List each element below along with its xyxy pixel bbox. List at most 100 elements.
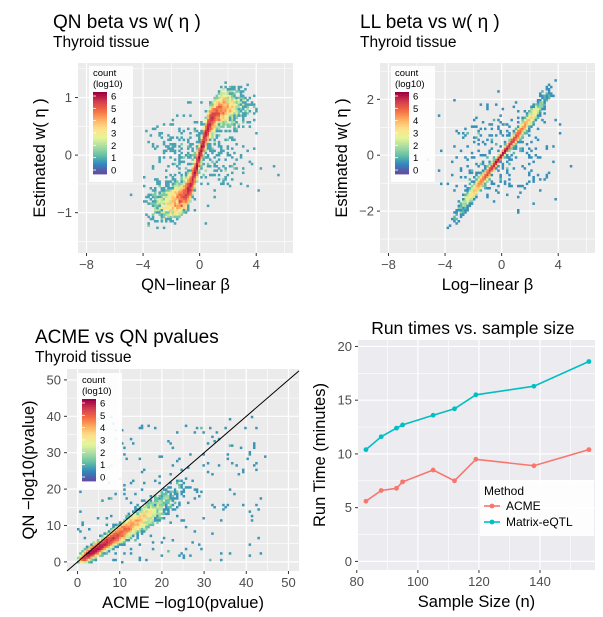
x-tick-label: 0 [196,257,203,272]
density-bin [169,490,172,494]
density-bin [118,536,122,540]
density-bin [492,158,496,161]
density-bin [136,532,139,535]
color-bar-step [395,135,409,138]
density-bin [213,110,216,113]
density-bin [237,88,241,91]
density-bin [484,184,487,188]
density-bin [543,112,546,115]
density-bin [488,173,491,177]
density-bin [178,127,181,131]
density-bin [217,112,221,115]
density-bin [127,514,131,518]
density-bin [154,204,157,208]
density-bin [200,490,203,494]
density-bin [200,165,203,168]
density-bin [138,525,142,529]
density-bin [162,503,166,507]
density-bin [464,211,467,214]
density-bin [151,217,155,221]
color-bar-step [93,147,107,150]
density-bin [182,114,186,117]
density-bin [99,545,102,549]
density-bin [512,105,516,109]
color-bar-step [82,472,96,476]
density-bin [129,523,133,527]
density-bin [497,184,500,188]
density-bin [132,514,135,518]
color-bar-step [82,413,96,416]
density-bin [193,162,197,166]
density-bin [532,121,535,124]
density-bin [534,154,538,157]
density-bin [534,107,538,111]
density-bin [143,525,146,529]
density-bin [202,464,205,467]
density-bin [536,173,540,177]
density-bin [169,220,172,223]
density-bin [209,173,212,177]
density-bin [151,547,155,551]
density-bin [224,169,227,172]
color-bar-step [93,169,107,173]
density-bin [224,116,227,120]
density-bin [508,132,511,135]
density-bin [178,206,181,210]
color-bar-step [395,143,409,146]
density-bin [539,101,542,104]
density-bin [477,189,480,192]
density-bin [528,123,531,126]
density-bin [81,552,84,555]
density-bin [466,202,469,205]
density-bin [162,149,166,153]
density-bin [231,85,234,89]
density-bin [213,114,216,117]
density-bin [171,220,175,223]
density-bin [162,226,166,230]
density-bin [246,112,249,115]
density-bin [160,490,164,494]
density-bin [156,521,159,524]
density-bin [455,156,458,159]
density-bin [536,138,540,142]
density-bin [162,198,166,201]
density-bin [226,503,230,507]
density-bin [499,129,502,133]
density-bin [499,114,502,117]
density-bin [184,547,188,551]
density-bin [237,99,241,102]
density-bin [204,110,208,113]
density-bin [257,189,260,192]
density-bin [138,506,142,509]
density-bin [169,180,172,183]
density-bin [140,510,144,513]
density-bin [233,121,236,124]
density-bin [228,94,232,98]
density-bin [156,503,159,507]
density-bin [517,116,520,120]
density-bin [497,118,500,122]
density-bin [173,497,177,500]
density-bin [523,118,527,122]
data-point [452,478,457,484]
density-bin [140,530,144,533]
density-bin [220,90,223,93]
density-bin [470,180,474,183]
density-bin [96,517,100,520]
color-bar-step [82,462,96,465]
density-bin [156,512,159,516]
density-bin [497,127,500,131]
legend-tick-label: 1 [100,460,105,471]
density-bin [514,136,518,139]
density-bin [233,127,236,131]
color-bar-step [82,470,96,474]
density-bin [464,127,467,131]
density-bin [129,521,133,524]
legend-tick-label: 4 [100,423,105,434]
data-point [473,456,479,462]
reference-line-y-equals-x [66,370,300,572]
density-bin [466,193,469,197]
density-bin [105,552,109,555]
density-bin [90,552,93,555]
density-bin [169,123,172,126]
